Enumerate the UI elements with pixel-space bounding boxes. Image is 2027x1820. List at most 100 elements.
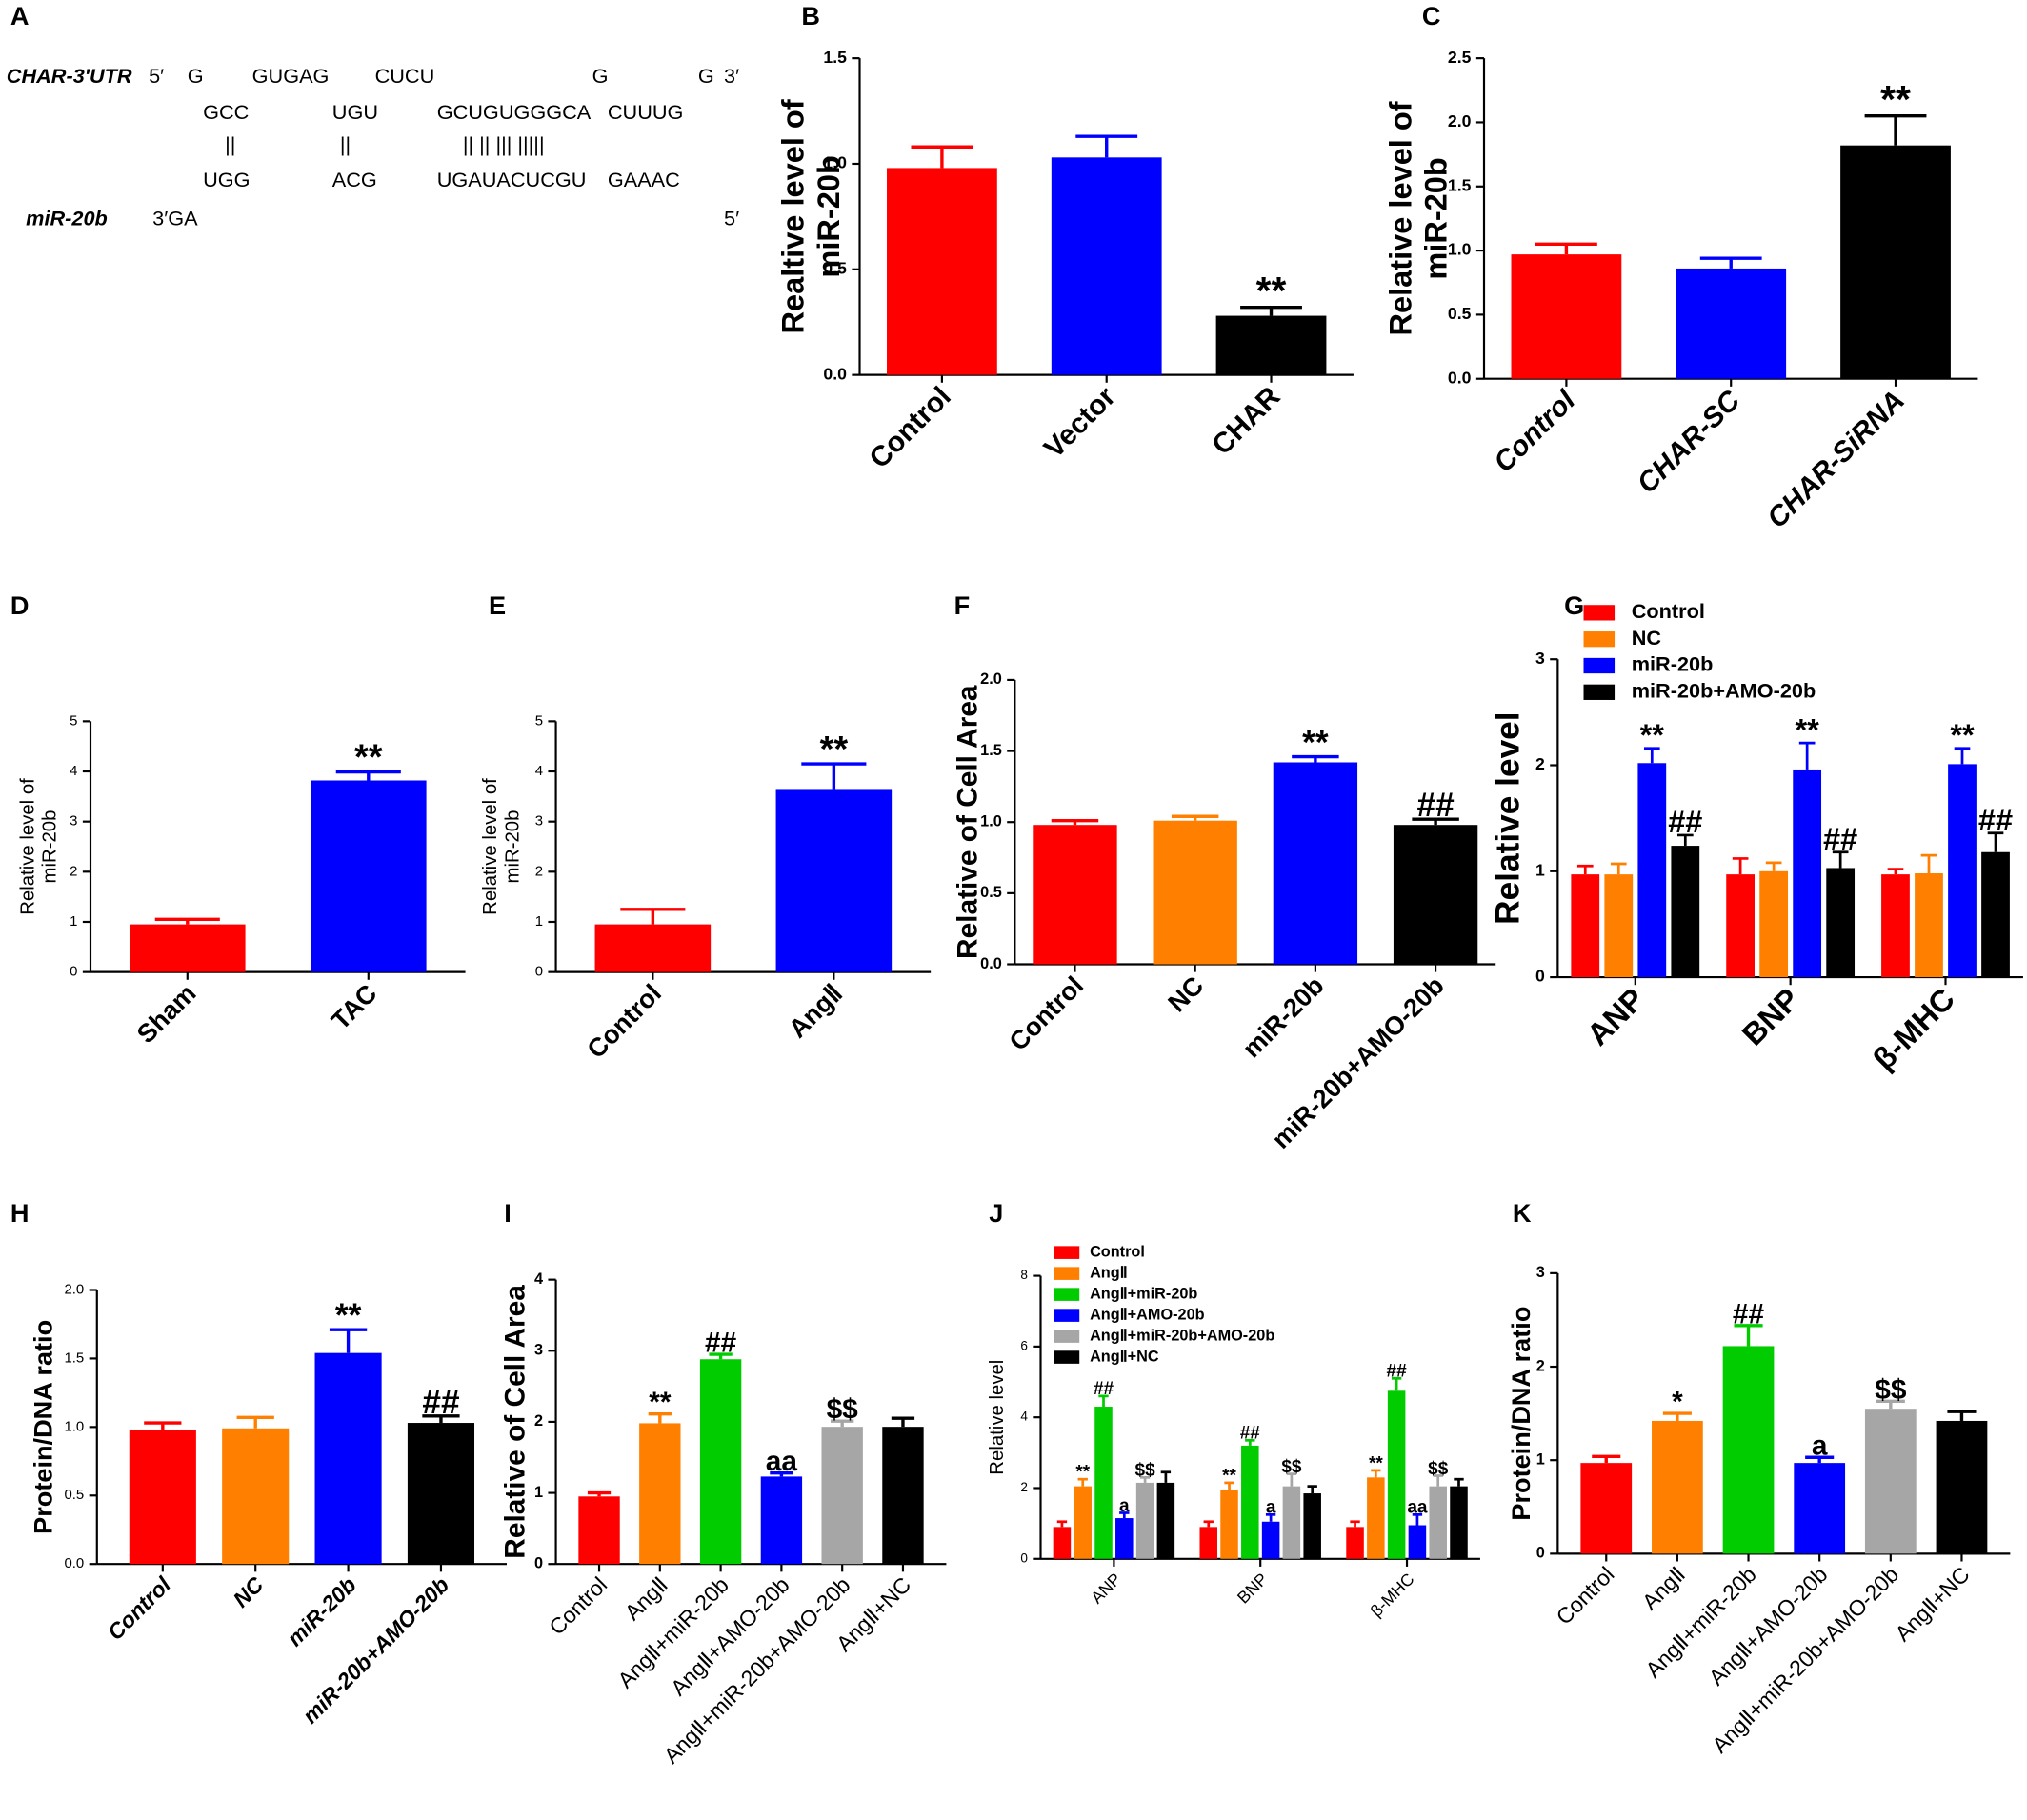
x-tick-label: CHAR-SC (1632, 385, 1747, 500)
bar (1153, 820, 1237, 965)
x-tick-label: Control (1003, 970, 1089, 1056)
legend-swatch (1054, 1267, 1080, 1280)
y-tick-label: 0.5 (823, 258, 847, 277)
legend-swatch (1054, 1330, 1080, 1343)
legend-swatch (1054, 1350, 1080, 1364)
sequence-token: UGAUACUCGU (437, 168, 587, 191)
y-tick-label: 2.5 (1448, 48, 1472, 67)
legend-label: Control (1090, 1243, 1145, 1260)
y-tick-label: 6 (1020, 1338, 1028, 1352)
bar (1282, 1486, 1301, 1559)
sequence-token: || (225, 132, 235, 156)
sequence-token: 5′ (149, 64, 164, 88)
annotation: ## (705, 1327, 737, 1358)
x-tick-label: AngⅡ (782, 978, 848, 1044)
y-tick-label: 1.0 (1448, 240, 1472, 259)
bar (1676, 268, 1787, 379)
x-tick-label: ANP (1580, 982, 1651, 1052)
annotation: ## (422, 1384, 460, 1421)
annotation: ** (1256, 269, 1287, 312)
sequence-token: UGG (203, 168, 250, 191)
bar (1881, 874, 1910, 978)
y-tick-label: 0.5 (980, 884, 1002, 901)
sequence-name: miR-20b (26, 207, 108, 230)
annotation: $$ (1875, 1374, 1907, 1406)
x-tick-label: NC (1162, 970, 1210, 1018)
sequence-token: GAAAC (608, 168, 680, 191)
y-tick-label: 0.0 (980, 955, 1002, 972)
bar (882, 1427, 924, 1565)
x-tick-label: miR-20b (282, 1572, 361, 1651)
x-tick-label: AngⅡ (1637, 1562, 1690, 1614)
bar (1671, 846, 1700, 978)
bar (1981, 851, 2010, 978)
annotation: $$ (1428, 1459, 1449, 1479)
y-tick-label: 0.0 (823, 364, 847, 383)
y-tick-label: 1.0 (980, 813, 1002, 830)
bar (760, 1476, 803, 1565)
bar (1915, 873, 1943, 978)
sequence-token: || (340, 132, 351, 156)
y-tick-label: 1.5 (823, 48, 847, 67)
x-tick-label: Control (1488, 384, 1582, 478)
y-axis-label: Relative level (1489, 711, 1526, 925)
y-axis-label: Relative of Cell Area (953, 685, 984, 959)
bar (1115, 1518, 1134, 1559)
panel-label: D (10, 590, 30, 620)
bar (1840, 145, 1951, 379)
y-tick-label: 4 (1020, 1410, 1028, 1424)
sequence-token: G (698, 64, 714, 88)
x-tick-label: β-MHC (1367, 1570, 1418, 1621)
y-axis-label: Relative level (987, 1360, 1008, 1475)
bar (1429, 1486, 1447, 1559)
chart: H Protein/DNA ratio 0.0 0.5 1.0 1.5 2.0 Control… (10, 1198, 507, 1729)
bar (1511, 254, 1622, 379)
y-tick-label: 0 (535, 964, 543, 980)
annotation: aa (1407, 1498, 1428, 1518)
annotation: $$ (1135, 1461, 1156, 1481)
annotation: ** (1075, 1463, 1090, 1483)
chart: C Relative level of miR-20b 0.0 0.5 1.0 1.5 2.0… (1383, 1, 1978, 534)
sequence-token: UGU (332, 100, 378, 124)
bar (1864, 1409, 1917, 1554)
x-tick-label: AngⅡ (620, 1572, 672, 1625)
bar (407, 1423, 475, 1565)
panel-label: J (989, 1198, 1003, 1228)
y-tick-label: 1 (70, 913, 77, 930)
annotation: ** (1640, 718, 1665, 752)
bar (1156, 1482, 1175, 1559)
y-tick-label: 1 (535, 913, 543, 930)
panel-label: G (1564, 590, 1584, 620)
bar (1637, 763, 1667, 978)
legend-swatch (1054, 1288, 1080, 1301)
chart: B Realtive level of miR-20b 0.0 0.5 1.0 1.5 Con… (775, 1, 1354, 474)
x-tick-label: Vector (1038, 381, 1122, 465)
sequence-name: CHAR-3′UTR (7, 64, 132, 88)
sequence-token: G (188, 64, 204, 88)
y-tick-label: 1.5 (1448, 175, 1472, 194)
annotation: ## (1733, 1298, 1765, 1330)
bar (1571, 874, 1600, 978)
y-tick-label: 3 (535, 813, 543, 830)
sequence-token: GCC (203, 100, 249, 124)
y-axis-label: Protein/DNA ratio (1506, 1307, 1535, 1521)
x-tick-label: TAC (326, 978, 383, 1035)
legend-swatch (1054, 1309, 1080, 1322)
bar (129, 924, 246, 972)
bar (1826, 868, 1856, 978)
sequence-token: ACG (332, 168, 377, 191)
y-tick-label: 2 (535, 863, 543, 879)
x-tick-label: Control (103, 1571, 176, 1645)
y-tick-label: 2 (534, 1412, 543, 1430)
sequence-token: || || ||| ||||| (463, 132, 545, 156)
bar (1199, 1527, 1218, 1559)
panel-label: C (1422, 1, 1441, 30)
chart: E Relative level of miR-20b 0 1 2 3 4 5 Control An… (480, 590, 932, 1064)
sequence-token: GUGAG (252, 64, 330, 88)
legend-swatch (1583, 684, 1616, 700)
y-tick-label: 0 (534, 1555, 543, 1572)
x-tick-label: Sham (130, 978, 201, 1049)
y-axis-label: Relative level of (17, 778, 38, 915)
